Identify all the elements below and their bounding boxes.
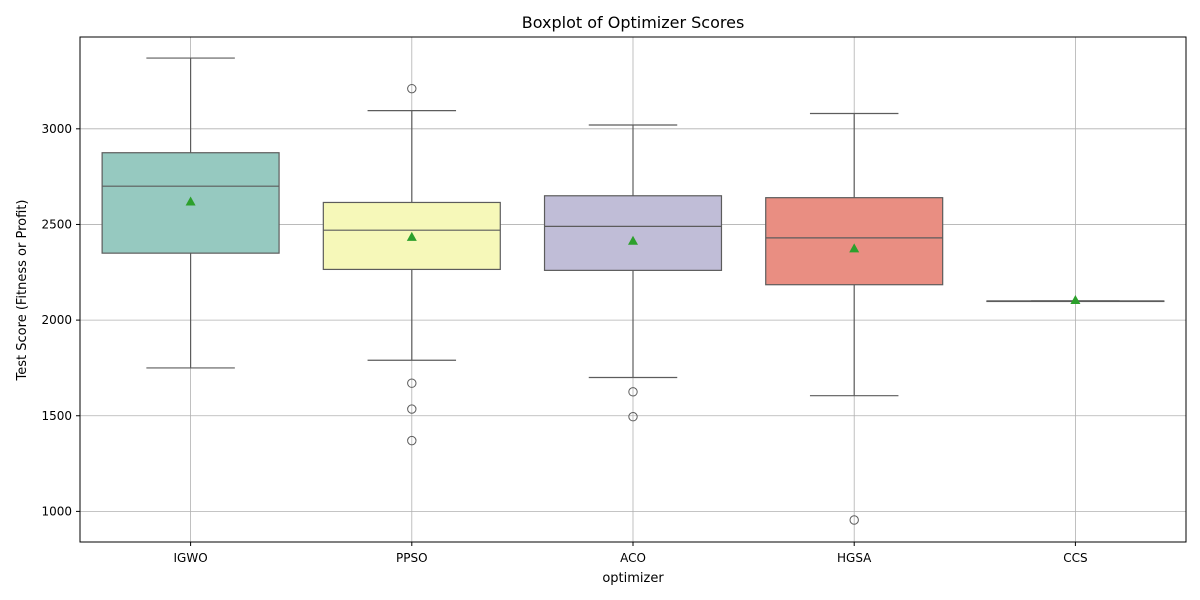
x-tick-label: PPSO (396, 551, 428, 565)
x-tick-label: CCS (1063, 551, 1087, 565)
y-tick-label: 2000 (41, 313, 72, 327)
y-tick-label: 1500 (41, 409, 72, 423)
x-tick-label: ACO (620, 551, 646, 565)
x-tick-label: HGSA (837, 551, 872, 565)
iqr-box (545, 196, 722, 271)
iqr-box (766, 198, 943, 285)
y-axis-label: Test Score (Fitness or Profit) (15, 200, 30, 382)
y-tick-label: 1000 (41, 504, 72, 518)
x-axis-label: optimizer (602, 571, 664, 586)
y-tick-label: 2500 (41, 217, 72, 231)
chart-title: Boxplot of Optimizer Scores (522, 13, 745, 32)
y-tick-label: 3000 (41, 122, 72, 136)
x-tick-label: IGWO (174, 551, 208, 565)
